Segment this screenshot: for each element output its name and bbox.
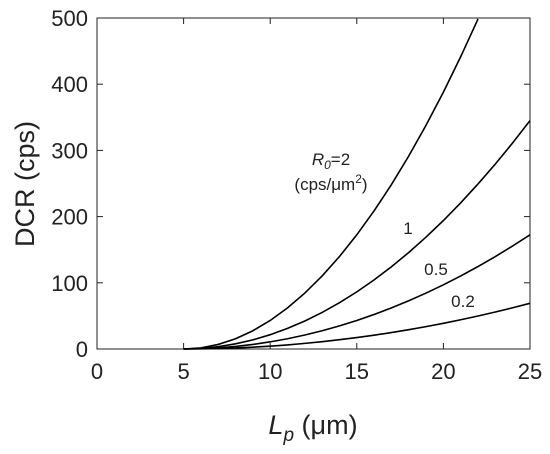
x-tick-label: 20 [431, 359, 455, 384]
x-tick-label: 0 [91, 359, 103, 384]
x-label-unit: (μm) [294, 410, 358, 440]
x-tick-label: 25 [518, 359, 542, 384]
curve-label: R0=2 [312, 150, 350, 172]
curve [183, 18, 479, 350]
unit-superscript: 2 [355, 172, 362, 186]
curve [183, 302, 531, 350]
y-tick-label: 300 [51, 138, 88, 163]
y-tick-label: 100 [51, 271, 88, 296]
curve [183, 234, 531, 350]
label-symbol: R [312, 150, 324, 169]
curve-annotation: 0.5 [424, 260, 448, 279]
curve-label-unit: (cps/μm2) [294, 172, 367, 194]
unit-text: (cps/μm [294, 175, 355, 194]
plot-frame [96, 17, 531, 350]
y-tick-label: 500 [51, 6, 88, 31]
x-axis-label: Lp (μm) [268, 410, 357, 446]
x-tick-label: 15 [345, 359, 369, 384]
x-tick-label: 5 [177, 359, 189, 384]
y-tick-label: 0 [76, 337, 88, 362]
y-axis-label: DCR (cps) [10, 121, 40, 247]
unit-close: ) [362, 175, 368, 194]
label-subscript: 0 [324, 158, 331, 172]
x-tick-label: 10 [258, 359, 282, 384]
y-tick-label: 200 [51, 205, 88, 230]
curve-annotation: 0.2 [451, 292, 475, 311]
curve [183, 120, 531, 350]
y-tick-label: 400 [51, 72, 88, 97]
x-label-symbol: L [268, 410, 283, 440]
x-label-subscript: p [282, 425, 294, 446]
label-text: =2 [331, 150, 350, 169]
curve-annotation: 1 [403, 219, 412, 238]
